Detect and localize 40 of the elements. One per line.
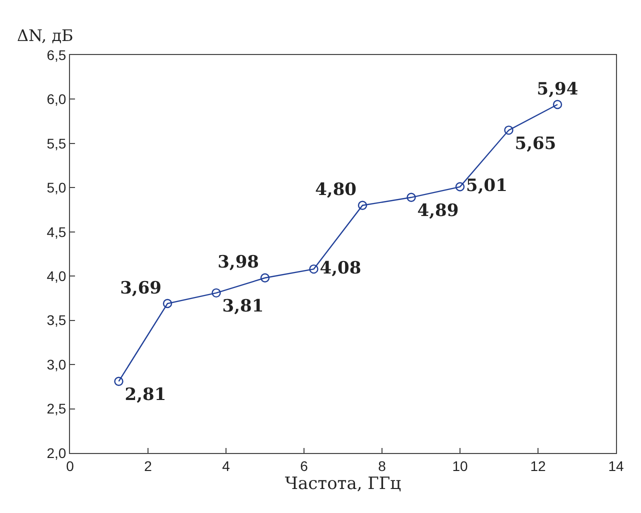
data-label: 5,94 — [536, 79, 578, 100]
x-tick-label: 8 — [378, 458, 386, 474]
point — [114, 376, 124, 386]
data-label: 3,69 — [120, 278, 162, 298]
data-label: 3,98 — [218, 252, 259, 273]
x-tick-label: 2 — [144, 458, 152, 474]
point — [260, 273, 270, 282]
y-tick-label: 3,5 — [46, 312, 66, 328]
y-tick-label: 3,0 — [46, 356, 66, 372]
data-label: 2,81 — [124, 385, 166, 406]
y-axis-title: ΔN, дБ — [17, 26, 74, 45]
y-tick-label: 5,0 — [46, 180, 66, 196]
x-tick-label: 6 — [300, 458, 308, 474]
data-label: 5,01 — [466, 176, 508, 196]
x-tick-label: 0 — [66, 458, 74, 474]
x-axis-title: Частота, ГГц — [284, 474, 402, 494]
y-tick-label: 4,5 — [46, 224, 66, 240]
point — [358, 200, 368, 210]
y-tick-label: 2,0 — [46, 444, 66, 461]
data-label: 4,89 — [417, 201, 459, 222]
point — [504, 126, 514, 135]
y-tick-label: 6,0 — [46, 91, 66, 108]
point — [309, 264, 318, 274]
point — [212, 288, 221, 298]
x-tick-label: 4 — [222, 458, 230, 474]
y-tick-label: 2,5 — [46, 400, 66, 417]
x-tick-label: 12 — [530, 458, 546, 474]
point — [162, 298, 172, 308]
data-label: 5,65 — [514, 134, 556, 154]
y-tick-label: 6,5 — [46, 46, 66, 63]
data-label: 3,81 — [222, 296, 264, 317]
y-tick-label: 4,0 — [46, 268, 66, 284]
data-label: 4,08 — [320, 258, 362, 278]
point — [552, 100, 562, 110]
y-tick-label: 5,5 — [46, 135, 66, 152]
data-label: 4,80 — [315, 180, 357, 200]
point — [406, 192, 416, 202]
x-tick-label: 14 — [608, 458, 624, 474]
x-tick-label: 10 — [452, 458, 468, 474]
point — [455, 182, 465, 192]
